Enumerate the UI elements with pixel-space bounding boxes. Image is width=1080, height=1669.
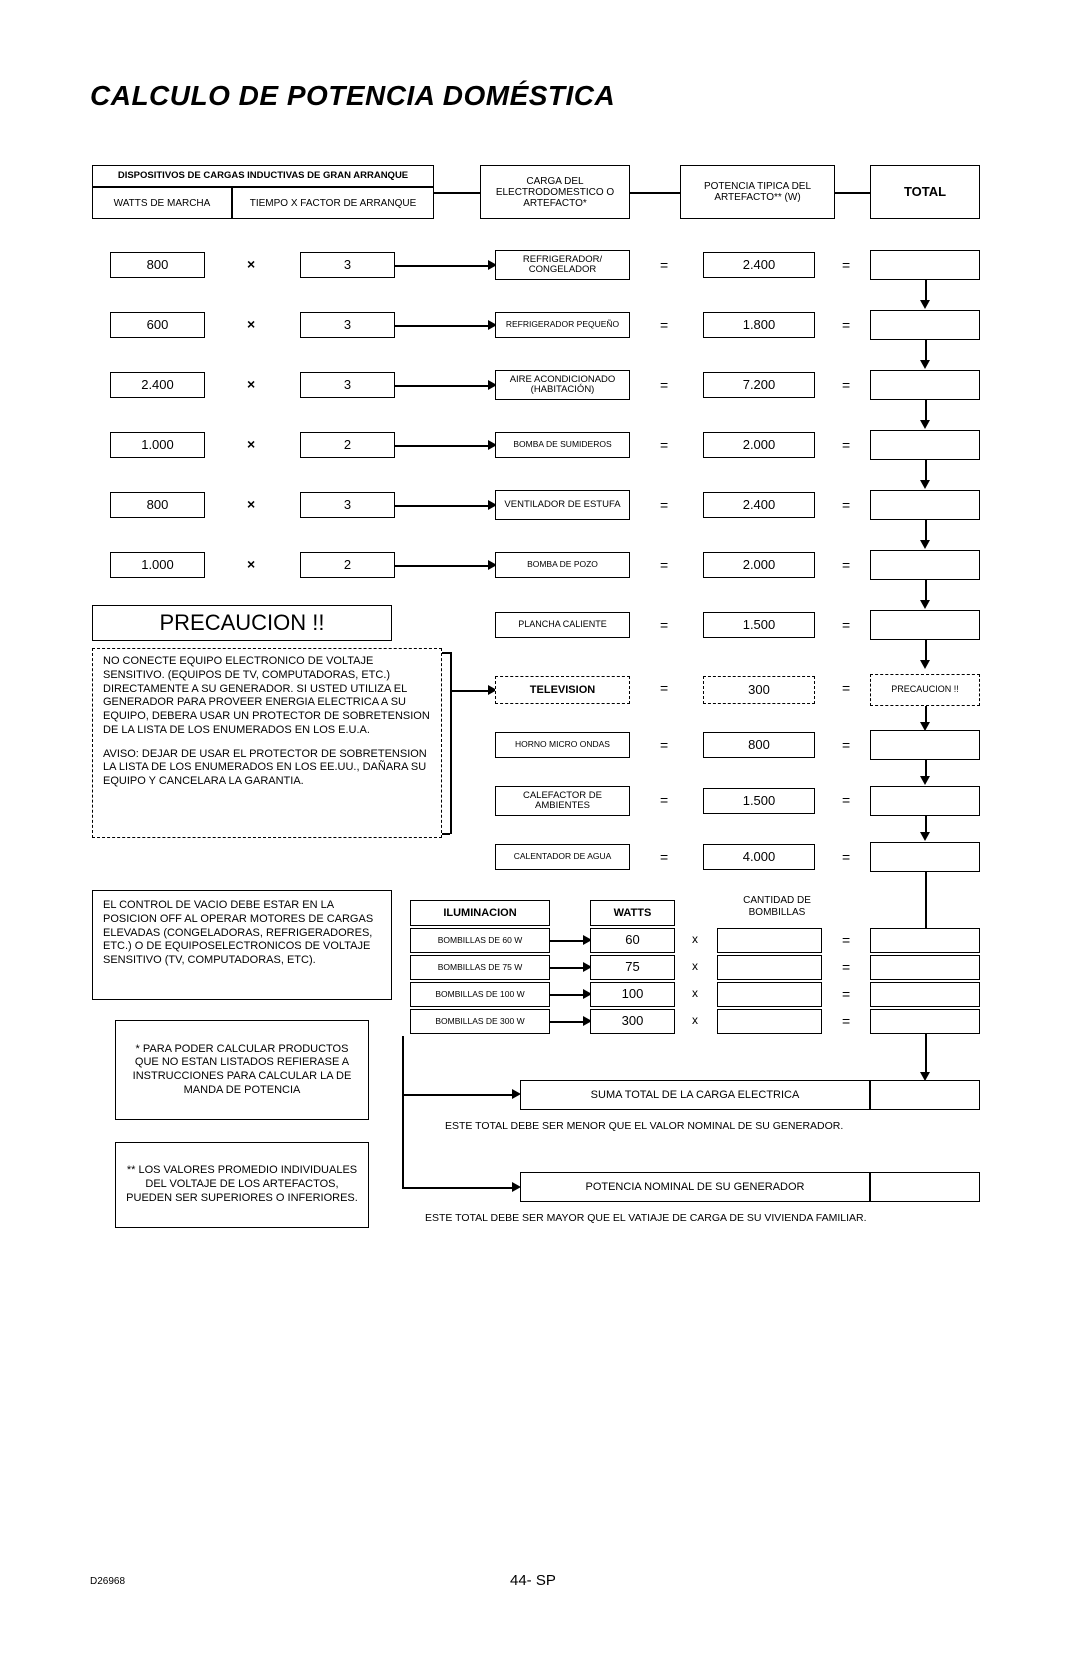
- light-hdr-cant: CANTIDAD DE BOMBILLAS: [727, 895, 827, 918]
- light-hdr-ilum: ILUMINACION: [410, 900, 550, 926]
- hdr-tiempo: TIEMPO X FACTOR DE ARRANQUE: [232, 187, 434, 219]
- row-watts: 2.400: [110, 372, 205, 398]
- row-total[interactable]: [870, 370, 980, 400]
- row-result: 2.400: [703, 252, 815, 278]
- s-label-tv: TELEVISION: [495, 676, 630, 704]
- nominal-total[interactable]: [870, 1172, 980, 1202]
- light-qty[interactable]: [717, 955, 822, 980]
- suma-note: ESTE TOTAL DEBE SER MENOR QUE EL VALOR N…: [445, 1120, 985, 1132]
- row-factor: 2: [300, 552, 395, 578]
- row-watts: 800: [110, 492, 205, 518]
- s-result: 1.500: [703, 612, 815, 638]
- s-total[interactable]: [870, 730, 980, 760]
- row-factor: 2: [300, 432, 395, 458]
- foot1: * PARA PODER CALCULAR PRODUCTOS QUE NO E…: [115, 1020, 369, 1120]
- nominal-label: POTENCIA NOMINAL DE SU GENERADOR: [520, 1172, 870, 1202]
- precaution-body: NO CONECTE EQUIPO ELECTRONICO DE VOLTAJE…: [92, 648, 442, 838]
- row-watts: 800: [110, 252, 205, 278]
- row-result: 2.400: [703, 492, 815, 518]
- light-total[interactable]: [870, 1009, 980, 1034]
- row-total[interactable]: [870, 430, 980, 460]
- hdr-carga: CARGA DEL ELECTRODOMESTICO O ARTEFACTO*: [480, 165, 630, 219]
- s-total[interactable]: [870, 610, 980, 640]
- page-number: 44- SP: [510, 1572, 556, 1589]
- light-row-watts: 100: [590, 982, 675, 1007]
- row-label: REFRIGERADOR PEQUEÑO: [495, 312, 630, 338]
- s-label: PLANCHA CALIENTE: [495, 612, 630, 638]
- s-total-tv: PRECAUCION !!: [870, 674, 980, 706]
- hdr-potencia: POTENCIA TIPICA DEL ARTEFACTO** (W): [680, 165, 835, 219]
- light-qty[interactable]: [717, 928, 822, 953]
- row-result: 7.200: [703, 372, 815, 398]
- row-label: BOMBA DE SUMIDEROS: [495, 432, 630, 458]
- row-total[interactable]: [870, 250, 980, 280]
- light-total[interactable]: [870, 928, 980, 953]
- page-title: CALCULO DE POTENCIA DOMÉSTICA: [90, 80, 990, 112]
- row-total[interactable]: [870, 490, 980, 520]
- row-watts: 600: [110, 312, 205, 338]
- row-factor: 3: [300, 312, 395, 338]
- row-result: 1.800: [703, 312, 815, 338]
- s-total[interactable]: [870, 786, 980, 816]
- nominal-note: ESTE TOTAL DEBE SER MAYOR QUE EL VATIAJE…: [425, 1212, 985, 1224]
- row-label: REFRIGERADOR/ CONGELADOR: [495, 250, 630, 280]
- light-total[interactable]: [870, 982, 980, 1007]
- precaution-body2: AVISO: DEJAR DE USAR EL PROTECTOR DE SOB…: [103, 748, 431, 789]
- light-row-watts: 60: [590, 928, 675, 953]
- light-qty[interactable]: [717, 982, 822, 1007]
- s-result-tv: 300: [703, 676, 815, 704]
- s-label: CALEFACTOR DE AMBIENTES: [495, 786, 630, 816]
- suma-total[interactable]: [870, 1080, 980, 1110]
- precaution-title: PRECAUCION !!: [92, 605, 392, 641]
- row-result: 2.000: [703, 552, 815, 578]
- light-row-watts: 75: [590, 955, 675, 980]
- row-result: 2.000: [703, 432, 815, 458]
- row-label: VENTILADOR DE ESTUFA: [495, 490, 630, 520]
- row-label: AIRE ACONDICIONADO (HABITACIÓN): [495, 370, 630, 400]
- light-row-watts: 300: [590, 1009, 675, 1034]
- light-row-label: BOMBILLAS DE 100 W: [410, 982, 550, 1007]
- s-label: CALENTADOR DE AGUA: [495, 844, 630, 870]
- light-total[interactable]: [870, 955, 980, 980]
- row-factor: 3: [300, 492, 395, 518]
- row-watts: 1.000: [110, 432, 205, 458]
- s-label: HORNO MICRO ONDAS: [495, 732, 630, 758]
- vacio-note: EL CONTROL DE VACIO DEBE ESTAR EN LA POS…: [92, 890, 392, 1000]
- s-result: 800: [703, 732, 815, 758]
- light-row-label: BOMBILLAS DE 75 W: [410, 955, 550, 980]
- row-factor: 3: [300, 372, 395, 398]
- s-result: 1.500: [703, 788, 815, 814]
- light-hdr-watts: WATTS: [590, 900, 675, 926]
- mult-sym: ×: [247, 256, 255, 272]
- row-watts: 1.000: [110, 552, 205, 578]
- foot2: ** LOS VALORES PROMEDIO INDIVIDUALES DEL…: [115, 1142, 369, 1228]
- light-row-label: BOMBILLAS DE 60 W: [410, 928, 550, 953]
- doc-id: D26968: [90, 1576, 125, 1587]
- row-factor: 3: [300, 252, 395, 278]
- precaution-body1: NO CONECTE EQUIPO ELECTRONICO DE VOLTAJE…: [103, 655, 431, 738]
- hdr-watts-marcha: WATTS DE MARCHA: [92, 187, 232, 219]
- s-total[interactable]: [870, 842, 980, 872]
- row-total[interactable]: [870, 550, 980, 580]
- light-row-label: BOMBILLAS DE 300 W: [410, 1009, 550, 1034]
- row-total[interactable]: [870, 310, 980, 340]
- s-result: 4.000: [703, 844, 815, 870]
- light-qty[interactable]: [717, 1009, 822, 1034]
- hdr-total: TOTAL: [870, 165, 980, 219]
- suma-label: SUMA TOTAL DE LA CARGA ELECTRICA: [520, 1080, 870, 1110]
- hdr-inductive: DISPOSITIVOS DE CARGAS INDUCTIVAS DE GRA…: [92, 165, 434, 187]
- row-label: BOMBA DE POZO: [495, 552, 630, 578]
